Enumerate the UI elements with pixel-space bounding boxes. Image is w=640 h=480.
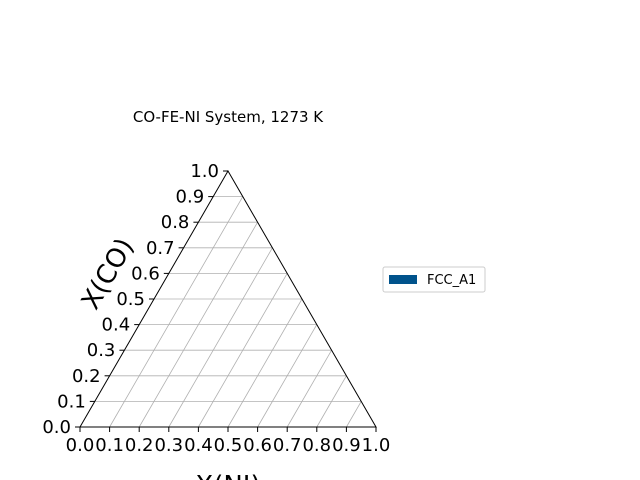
x-tick-label: 1.0 (362, 435, 391, 456)
x-tick-label: 0.4 (184, 435, 213, 456)
x-ticks: 0.0 0.1 0.2 0.3 0.4 0.5 0.6 0.7 0.8 0.9 1.0 (66, 427, 391, 456)
y-tick-label: 0.2 (72, 366, 101, 387)
grid-line (257, 324, 318, 428)
y-tick-label: 0.6 (131, 263, 160, 284)
x-tick-label: 0.5 (214, 435, 243, 456)
x-tick-label: 0.8 (302, 435, 331, 456)
chart-title: CO-FE-NI System, 1273 K (133, 108, 324, 126)
y-tick-label: 1.0 (190, 161, 219, 182)
x-tick-label: 0.6 (243, 435, 272, 456)
y-tick-label: 0.4 (102, 315, 131, 336)
x-tick-label: 0.2 (125, 435, 154, 456)
grid-line (227, 298, 303, 428)
x-tick-label: 0.0 (66, 435, 95, 456)
y-tick-label: 0.3 (87, 340, 116, 361)
grid-line (286, 349, 332, 428)
legend: FCC_A1 (382, 266, 486, 293)
y-tick-label: 0.9 (176, 187, 205, 208)
y-tick-label: 0.0 (42, 417, 71, 438)
y-tick-label: 0.1 (57, 391, 86, 412)
x-tick-label: 0.7 (273, 435, 302, 456)
legend-swatch (389, 275, 417, 284)
legend-frame (382, 266, 486, 293)
x-tick-label: 0.3 (154, 435, 183, 456)
grid-line (109, 196, 244, 428)
x-tick-label: 0.1 (95, 435, 124, 456)
legend-label: FCC_A1 (427, 273, 476, 288)
y-tick-label: 0.8 (161, 212, 190, 233)
x-axis-label: X(NI) (195, 471, 260, 480)
y-tick-label: 0.5 (116, 289, 145, 310)
x-tick-label: 0.9 (332, 435, 361, 456)
y-tick-label: 0.7 (146, 238, 175, 259)
grid-line (316, 375, 347, 428)
y-ticks: 0.0 0.1 0.2 0.3 0.4 0.5 0.6 0.7 0.8 0.9 1.0 (42, 161, 228, 438)
grid-line (346, 401, 362, 428)
grid-lines (94, 196, 362, 428)
grid-line (168, 247, 273, 428)
